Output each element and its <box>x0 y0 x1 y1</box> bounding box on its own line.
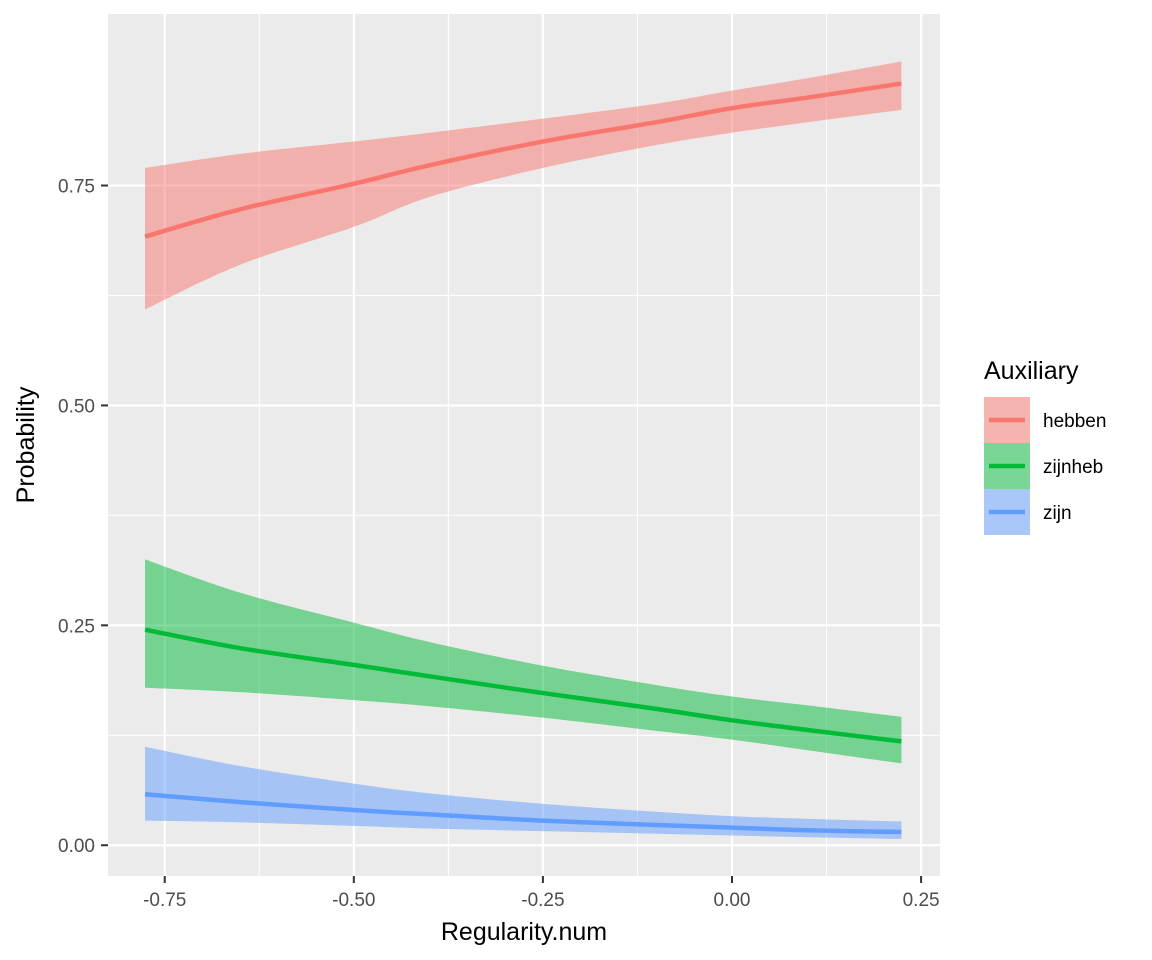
x-tick-label: 0.00 <box>714 890 751 911</box>
y-tick-label: 0.75 <box>58 177 95 198</box>
x-axis-title: Regularity.num <box>441 918 607 946</box>
x-tick-label: -0.25 <box>521 890 564 911</box>
lines <box>144 81 902 835</box>
y-tick-label: 0.50 <box>58 396 95 417</box>
x-tick-label: -0.50 <box>332 890 375 911</box>
y-tick-label: 0.00 <box>58 836 95 857</box>
legend-label-zijnheb: zijnheb <box>1043 457 1103 478</box>
x-tick-label: 0.25 <box>903 890 940 911</box>
y-axis-title: Probability <box>12 386 40 503</box>
x-axis: -0.75 -0.50 -0.25 0.00 0.25 <box>143 876 940 911</box>
ribbons <box>145 61 902 840</box>
y-axis: 0.00 0.25 0.50 0.75 <box>58 177 108 857</box>
ribbon-zijnheb <box>145 559 902 764</box>
line-zijnheb <box>144 627 902 744</box>
legend-title: Auxiliary <box>984 357 1079 385</box>
line-zijn <box>144 791 902 835</box>
legend: Auxiliary hebben zijnheb zijn <box>984 357 1106 535</box>
ribbon-zijn <box>145 746 902 840</box>
y-tick-label: 0.25 <box>58 616 95 637</box>
ribbon-hebben <box>145 61 902 310</box>
legend-label-hebben: hebben <box>1043 411 1106 432</box>
line-hebben <box>144 81 902 239</box>
x-tick-label: -0.75 <box>143 890 186 911</box>
legend-label-zijn: zijn <box>1043 503 1072 524</box>
